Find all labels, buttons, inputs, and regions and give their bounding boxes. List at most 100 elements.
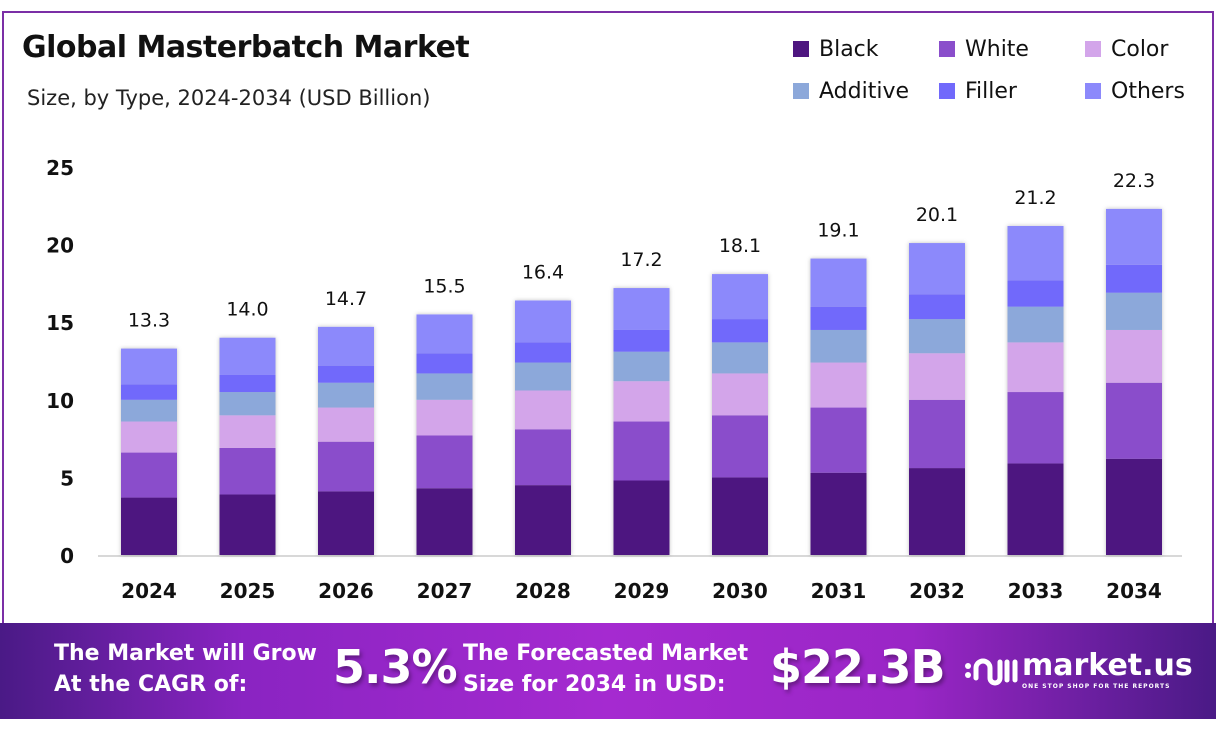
forecast-label-line2: Size for 2034 in USD:	[463, 672, 726, 697]
bar-segment-additive-2025	[219, 392, 276, 416]
x-tick-label: 2029	[614, 579, 670, 603]
x-tick-label: 2024	[121, 579, 177, 603]
bar-segment-others-2024	[121, 348, 177, 385]
bar-stack-2033	[1007, 225, 1064, 555]
bar-segment-white-2031	[810, 407, 867, 473]
bar-segment-others-2033	[1007, 225, 1064, 281]
brand-name: market.us	[1022, 647, 1193, 683]
bar-segment-color-2025	[219, 415, 276, 448]
bar-segment-white-2024	[121, 452, 177, 498]
bar-segment-white-2026	[318, 441, 374, 492]
cagr-label: The Market will Grow At the CAGR of:	[54, 638, 317, 700]
x-tick-label: 2031	[811, 579, 867, 603]
bar-segment-others-2027	[416, 314, 473, 354]
y-tick-label: 15	[46, 311, 74, 335]
legend-item-black: Black	[793, 35, 939, 63]
bar-total-label: 15.5	[423, 275, 465, 297]
legend-item-color: Color	[1085, 35, 1205, 63]
bar-segment-filler-2029	[613, 329, 670, 352]
bar-segment-filler-2027	[416, 353, 473, 374]
bar-segment-additive-2031	[810, 329, 867, 363]
legend-swatch	[939, 83, 955, 99]
brand-mark-icon	[965, 658, 1018, 686]
forecast-value: $22.3B	[770, 640, 946, 694]
bar-segment-white-2034	[1106, 382, 1162, 459]
bar-stack-2026	[318, 326, 374, 555]
legend-label: Color	[1111, 36, 1169, 62]
bar-segment-black-2024	[121, 497, 177, 555]
bar-segment-others-2029	[613, 288, 670, 330]
x-tick-label: 2033	[1008, 579, 1064, 603]
bar-segment-color-2028	[515, 390, 571, 430]
bar-segment-color-2029	[613, 381, 670, 422]
bar-segment-filler-2033	[1007, 280, 1064, 307]
bar-segment-others-2025	[219, 337, 276, 375]
bar-total-label: 22.3	[1113, 170, 1155, 192]
bar-segment-black-2031	[810, 472, 867, 555]
legend: Black White Color Additive Filler Others	[793, 35, 1203, 105]
bar-total-label: 13.3	[128, 310, 170, 332]
bar-segment-white-2025	[219, 447, 276, 495]
bar-segment-additive-2034	[1106, 292, 1162, 330]
bar-segment-additive-2026	[318, 382, 374, 408]
x-tick-label: 2030	[712, 579, 768, 603]
bar-total-label: 14.0	[226, 299, 268, 321]
legend-item-white: White	[939, 35, 1085, 63]
brand-tagline: ONE STOP SHOP FOR THE REPORTS	[1022, 682, 1171, 690]
bar-segment-additive-2030	[712, 342, 768, 374]
cagr-label-line2: At the CAGR of:	[54, 672, 248, 697]
bar-segment-filler-2031	[810, 306, 867, 330]
bar-segment-filler-2025	[219, 374, 276, 393]
y-tick-label: 20	[46, 234, 74, 258]
bar-segment-color-2030	[712, 373, 768, 416]
bar-segment-others-2032	[909, 243, 965, 295]
bar-segment-additive-2033	[1007, 306, 1064, 343]
bar-stack-2025	[219, 337, 276, 555]
bar-segment-white-2029	[613, 421, 670, 481]
y-tick-label: 25	[46, 156, 74, 180]
bar-segment-color-2033	[1007, 342, 1064, 393]
bar-segment-additive-2028	[515, 362, 571, 391]
bar-segment-others-2028	[515, 300, 571, 343]
legend-label: White	[965, 36, 1029, 62]
legend-item-others: Others	[1085, 77, 1205, 105]
bar-segment-color-2026	[318, 407, 374, 442]
legend-label: Filler	[965, 78, 1017, 104]
bar-segment-additive-2029	[613, 351, 670, 382]
bar-segment-black-2029	[613, 480, 670, 555]
bar-segment-color-2027	[416, 399, 473, 436]
bar-segment-color-2024	[121, 421, 177, 453]
legend-swatch	[793, 41, 809, 57]
bar-total-label: 17.2	[620, 249, 662, 271]
bar-segment-additive-2027	[416, 373, 473, 400]
y-tick-label: 10	[46, 389, 74, 413]
bar-segment-white-2027	[416, 435, 473, 489]
brand-logo: market.us ONE STOP SHOP FOR THE REPORTS	[962, 650, 1193, 690]
stacked-bar-chart: 051015202513.3202414.0202514.7202615.520…	[46, 156, 1182, 603]
bar-segment-white-2028	[515, 429, 571, 486]
bar-segment-black-2030	[712, 477, 768, 555]
bar-stack-2034	[1106, 208, 1162, 555]
bar-total-label: 20.1	[916, 204, 958, 226]
legend-item-additive: Additive	[793, 77, 939, 105]
bar-segment-filler-2026	[318, 365, 374, 383]
legend-swatch	[939, 41, 955, 57]
bar-segment-others-2034	[1106, 208, 1162, 265]
chart-title: Global Masterbatch Market	[22, 30, 470, 65]
x-tick-label: 2034	[1106, 579, 1162, 603]
x-tick-label: 2025	[220, 579, 276, 603]
bar-segment-filler-2030	[712, 319, 768, 343]
bar-segment-filler-2028	[515, 342, 571, 363]
bar-segment-black-2034	[1106, 458, 1162, 555]
cagr-label-line1: The Market will Grow	[54, 641, 317, 666]
legend-swatch	[1085, 83, 1101, 99]
bar-stack-2029	[613, 288, 670, 555]
bar-total-label: 19.1	[817, 220, 859, 242]
bar-segment-white-2030	[712, 415, 768, 478]
forecast-label-line1: The Forecasted Market	[463, 641, 749, 666]
bar-stack-2027	[416, 314, 473, 555]
x-tick-label: 2026	[318, 579, 374, 603]
y-tick-label: 5	[60, 466, 74, 490]
y-tick-label: 0	[60, 544, 74, 568]
bar-segment-additive-2032	[909, 319, 965, 354]
